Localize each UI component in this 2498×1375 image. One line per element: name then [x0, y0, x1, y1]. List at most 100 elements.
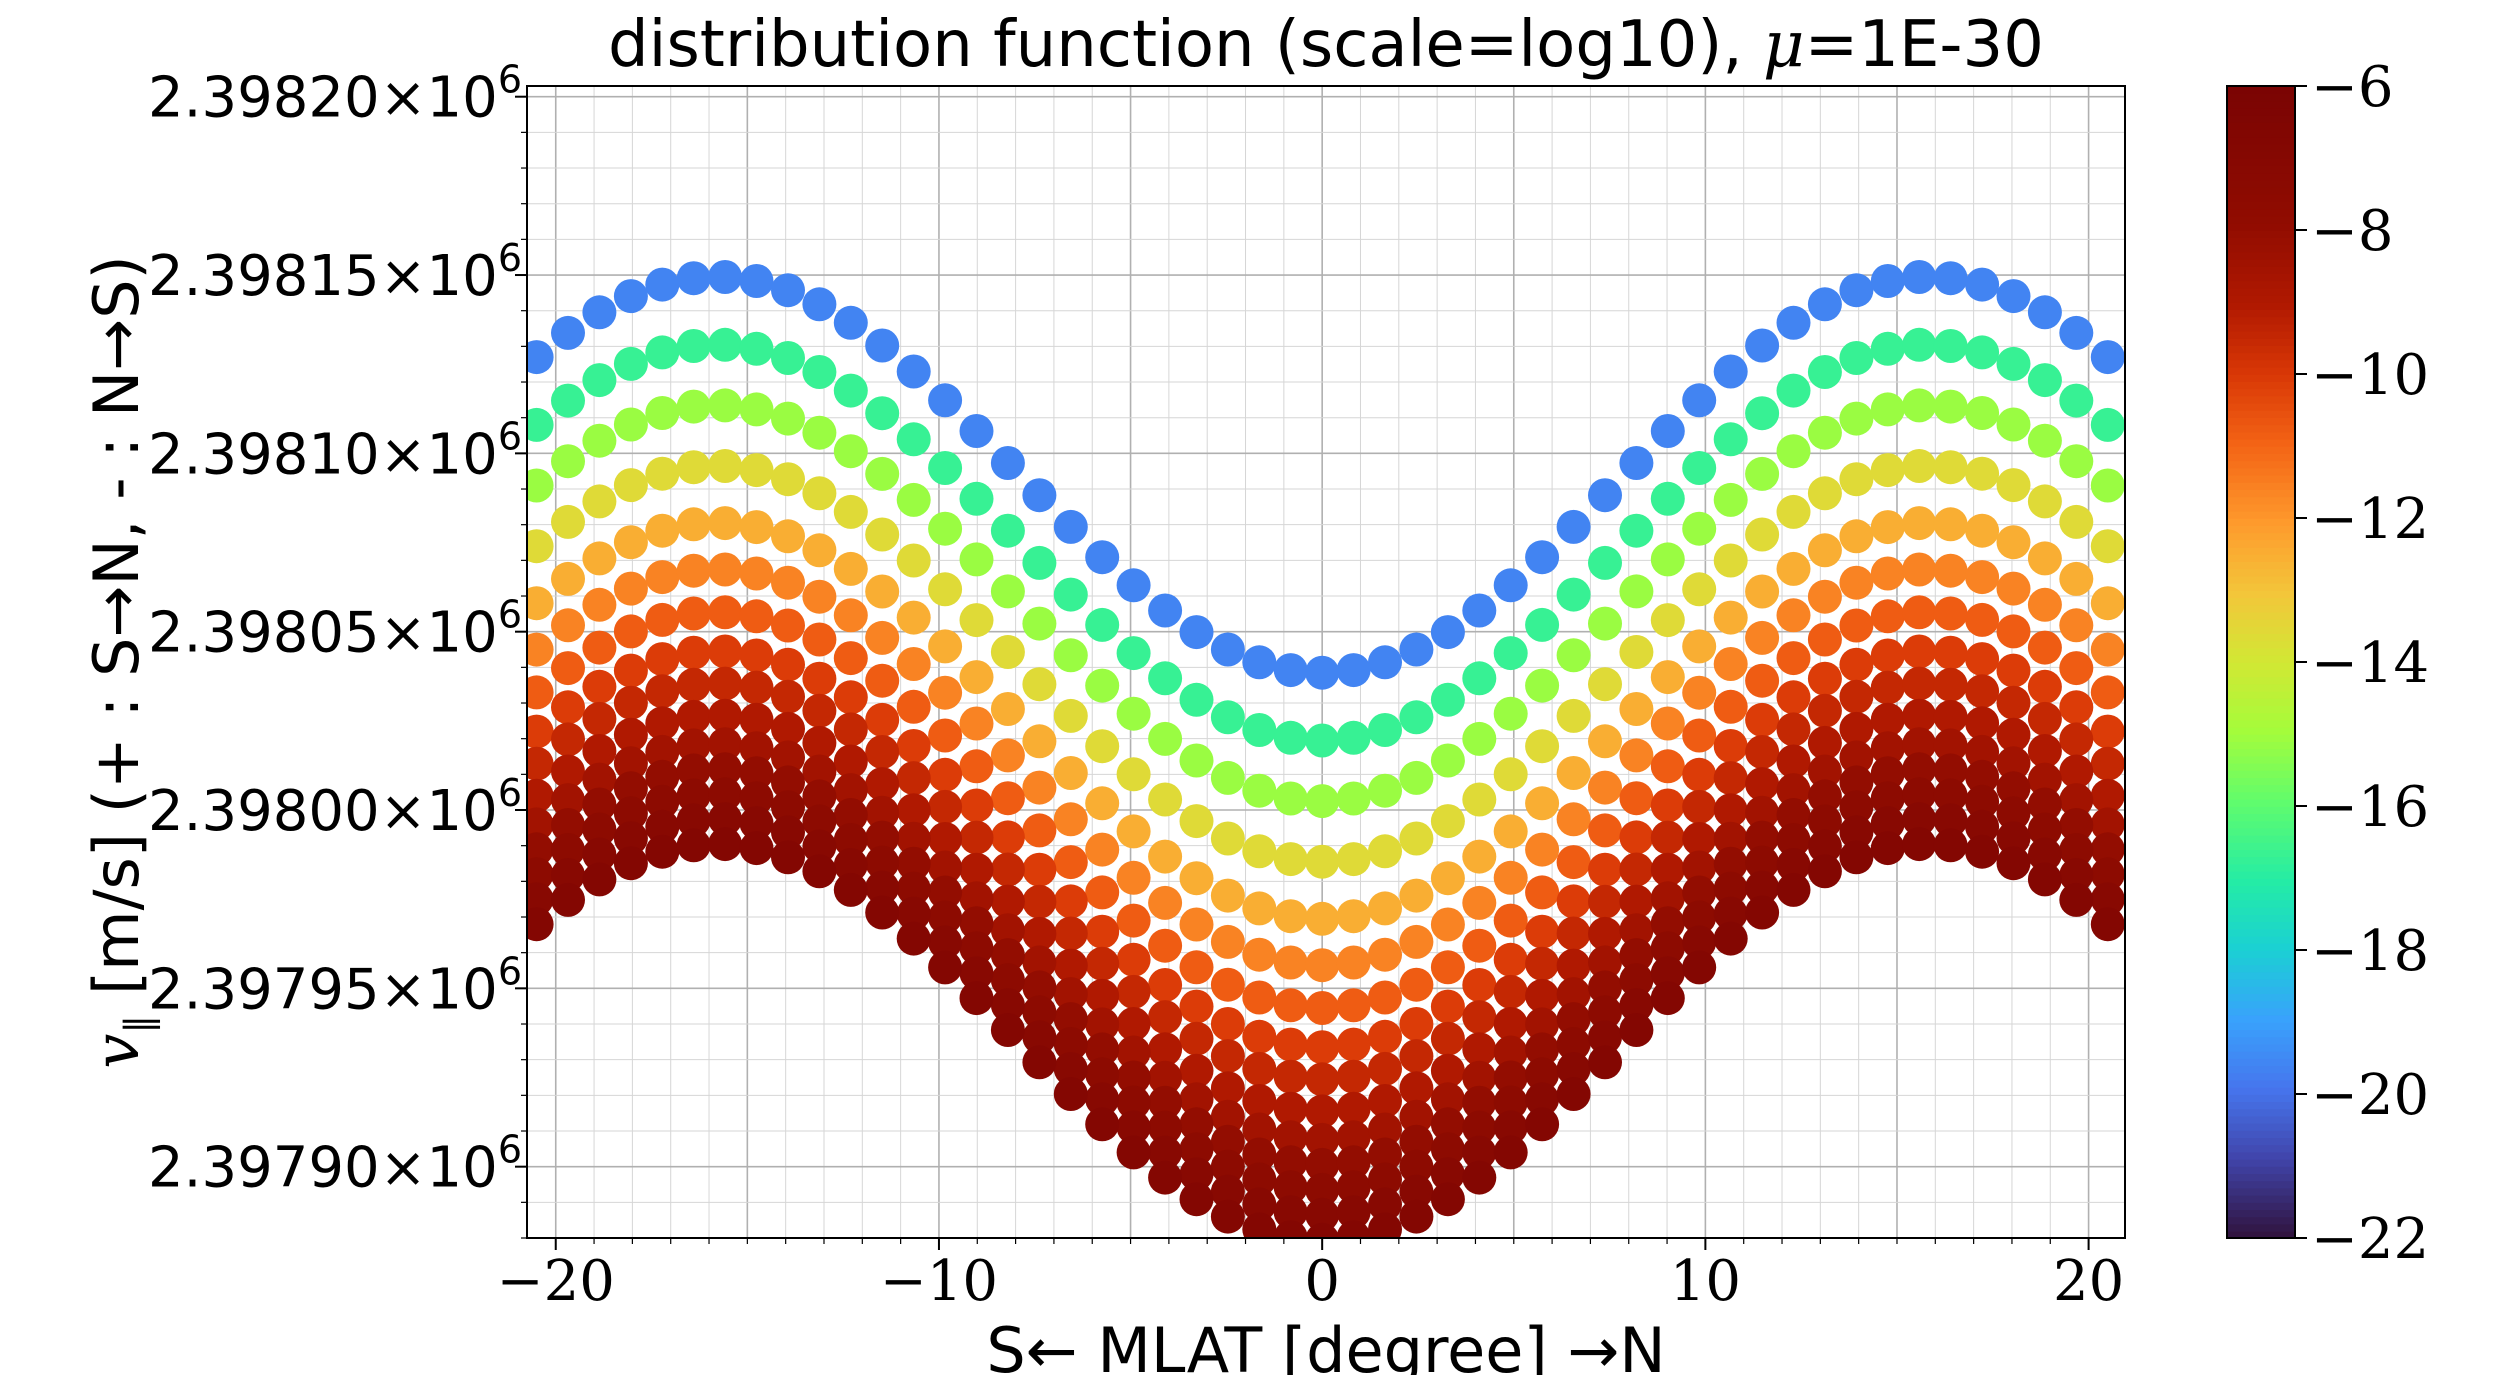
data-point: [1462, 1032, 1497, 1067]
data-point: [1242, 713, 1277, 747]
data-point: [2027, 630, 2062, 665]
data-point: [865, 845, 900, 880]
data-point: [928, 925, 963, 960]
data-point: [1839, 815, 1874, 850]
data-point: [1368, 645, 1402, 680]
data-point: [1619, 692, 1654, 726]
colorbar-segment: [2227, 1144, 2295, 1153]
colorbar-segment: [2227, 741, 2295, 750]
data-point: [771, 815, 805, 850]
data-point: [865, 517, 900, 552]
data-point: [1085, 1107, 1120, 1142]
data-point: [833, 598, 868, 633]
colorbar-segment: [2227, 503, 2295, 512]
data-point: [1776, 551, 1811, 586]
colorbar-segment: [2227, 1187, 2295, 1196]
data-point: [1305, 1147, 1340, 1182]
data-point: [771, 608, 805, 643]
y-tick-label: 2.39820×106: [148, 58, 522, 131]
data-point: [1650, 603, 1685, 638]
data-point: [1682, 900, 1717, 935]
colorbar-segment: [2227, 366, 2295, 375]
data-point: [896, 896, 931, 931]
data-point: [1148, 1060, 1183, 1095]
data-point: [1682, 383, 1717, 418]
data-point: [1462, 721, 1497, 756]
data-point: [802, 415, 837, 450]
data-point: [2059, 383, 2094, 418]
data-point: [1556, 1077, 1591, 1111]
data-point: [1368, 1187, 1402, 1222]
data-point: [1462, 839, 1497, 874]
data-point: [928, 850, 963, 885]
data-point: [928, 511, 963, 546]
colorbar-segment: [2227, 438, 2295, 447]
data-point: [1116, 903, 1151, 938]
data-point: [1148, 1085, 1183, 1120]
data-point: [1210, 1071, 1245, 1106]
data-point: [896, 689, 931, 724]
y-tick-label: 2.39790×106: [148, 1128, 522, 1201]
data-point: [527, 746, 554, 781]
colorbar-segment: [2227, 194, 2295, 202]
data-point: [2059, 504, 2094, 539]
data-point: [1682, 451, 1717, 485]
data-point: [802, 725, 837, 760]
colorbar-segment: [2227, 978, 2295, 987]
data-point: [676, 450, 711, 485]
data-point: [1273, 899, 1308, 934]
data-point: [1807, 355, 1842, 389]
data-point: [1870, 781, 1905, 816]
colorbar-segment: [2227, 1065, 2295, 1074]
data-point: [2027, 484, 2062, 519]
data-point: [1619, 884, 1654, 919]
colorbar-segment: [2227, 338, 2295, 346]
colorbar-segment: [2227, 122, 2295, 130]
data-point: [1210, 1007, 1245, 1041]
data-point: [771, 273, 805, 308]
data-point: [1179, 1157, 1214, 1192]
data-point: [1305, 1197, 1340, 1232]
colorbar-segment: [2227, 906, 2295, 915]
data-point: [1996, 407, 2031, 442]
data-point: [1462, 1110, 1497, 1145]
data-point: [771, 647, 805, 682]
data-point: [1996, 279, 2031, 314]
colorbar-segment: [2227, 957, 2295, 966]
data-point: [613, 571, 648, 606]
data-point: [739, 392, 774, 427]
data-point: [613, 614, 648, 649]
data-point: [1399, 1149, 1434, 1184]
data-point: [2027, 734, 2062, 768]
colorbar-segment: [2227, 935, 2295, 944]
data-point: [1242, 773, 1277, 808]
data-point: [1430, 861, 1465, 896]
data-point: [1902, 449, 1937, 483]
data-point: [1965, 674, 2000, 709]
data-point: [833, 744, 868, 779]
data-point: [1965, 456, 2000, 491]
data-point: [990, 513, 1025, 548]
data-point: [1085, 978, 1120, 1013]
data-point: [1430, 1053, 1465, 1088]
data-point: [1713, 871, 1748, 906]
data-point: [1965, 560, 2000, 595]
data-point: [1525, 668, 1560, 703]
data-point: [896, 482, 931, 517]
data-point: [990, 820, 1025, 855]
data-point: [1210, 1174, 1245, 1209]
data-point: [2090, 340, 2125, 375]
data-point: [1022, 724, 1057, 759]
data-point: [1305, 1094, 1340, 1129]
data-point: [1933, 828, 1968, 863]
data-point: [1085, 946, 1120, 981]
colorbar-segment: [2227, 330, 2295, 339]
data-point: [1525, 832, 1560, 867]
data-point: [1085, 786, 1120, 821]
data-point: [1273, 1220, 1308, 1238]
data-point: [802, 829, 837, 864]
colorbar-segment: [2227, 381, 2295, 390]
data-point: [1022, 813, 1057, 848]
data-point: [1902, 666, 1937, 701]
colorbar-segment: [2227, 633, 2295, 642]
